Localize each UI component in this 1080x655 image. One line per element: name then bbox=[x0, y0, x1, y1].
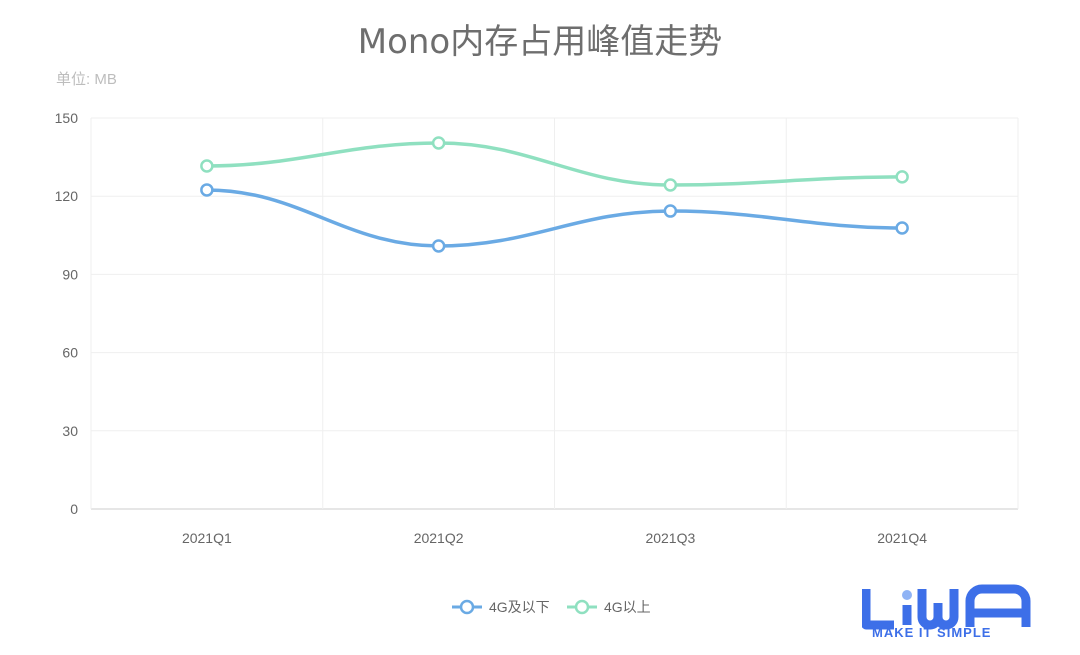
y-axis-unit-label: 单位: MB bbox=[56, 71, 117, 88]
liwa-logo bbox=[862, 584, 1031, 630]
x-tick-label: 2021Q2 bbox=[414, 530, 464, 546]
legend-marker-1 bbox=[574, 599, 590, 615]
y-tick-label: 60 bbox=[62, 345, 78, 361]
legend-label-0: 4G及以下 bbox=[489, 599, 550, 615]
x-tick-label: 2021Q1 bbox=[182, 530, 232, 546]
y-tick-label: 120 bbox=[55, 188, 79, 204]
x-tick-label: 2021Q4 bbox=[877, 530, 927, 546]
data-point bbox=[895, 221, 909, 235]
series-line-1 bbox=[206, 141, 903, 187]
data-point bbox=[663, 178, 678, 192]
y-tick-label: 150 bbox=[55, 110, 79, 126]
legend-marker-0 bbox=[459, 599, 475, 615]
data-point bbox=[200, 183, 214, 197]
data-point bbox=[663, 204, 678, 218]
legend-label-1: 4G以上 bbox=[604, 599, 651, 615]
y-tick-label: 30 bbox=[62, 423, 78, 439]
y-tick-label: 90 bbox=[62, 266, 78, 282]
series-line-0 bbox=[206, 188, 903, 248]
data-point bbox=[200, 159, 214, 173]
logo-tagline: MAKE IT SIMPLE bbox=[872, 625, 992, 640]
y-tick-label: 0 bbox=[70, 501, 78, 517]
data-point bbox=[431, 239, 446, 253]
data-point bbox=[895, 170, 909, 184]
data-point bbox=[431, 136, 446, 150]
x-tick-label: 2021Q3 bbox=[645, 530, 695, 546]
chart-title: Mono内存占用峰值走势 bbox=[357, 22, 723, 62]
